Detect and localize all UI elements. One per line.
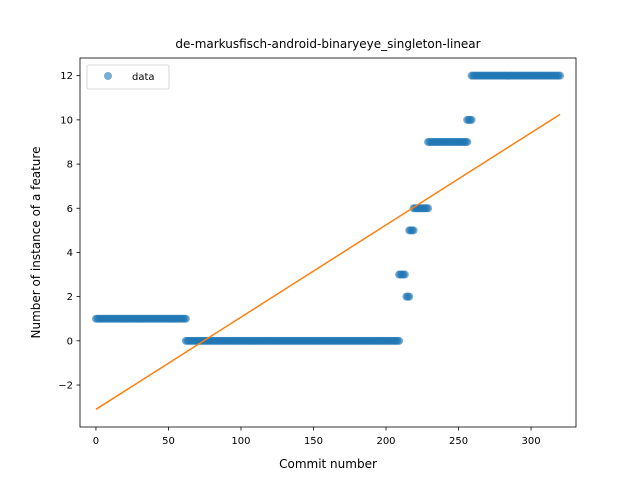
x-tick-label: 300 — [521, 436, 540, 447]
y-tick-label: 6 — [67, 204, 73, 215]
data-point — [400, 270, 409, 279]
legend: data — [86, 64, 170, 90]
y-tick-label: 12 — [60, 71, 73, 82]
x-tick-label: 0 — [93, 436, 99, 447]
data-point — [467, 115, 476, 124]
data-point — [395, 336, 404, 345]
y-tick-label: 2 — [67, 292, 73, 303]
legend-data-label: data — [132, 72, 155, 83]
fit-line — [95, 113, 561, 410]
legend-data-marker — [104, 72, 112, 80]
data-point — [409, 226, 418, 235]
x-axis-label: Commit number — [279, 457, 377, 471]
plot-frame — [79, 57, 577, 428]
y-tick-label: 0 — [67, 336, 73, 347]
plot-area — [80, 58, 576, 427]
y-axis-label: Number of instance of a feature — [29, 147, 43, 339]
data-point — [463, 137, 472, 146]
fit-line-layer — [95, 113, 561, 410]
x-tick-label: 100 — [231, 436, 250, 447]
x-tick-label: 50 — [162, 436, 175, 447]
x-axis: 0 50 100 150 200 250 300 — [93, 427, 541, 447]
x-tick-label: 250 — [449, 436, 468, 447]
data-point — [181, 314, 190, 323]
data-layer — [91, 71, 565, 345]
x-tick-label: 150 — [304, 436, 323, 447]
data-point — [405, 292, 414, 301]
y-tick-label: −2 — [58, 381, 73, 392]
y-axis: −2 0 2 4 6 8 10 12 — [58, 71, 80, 392]
data-point — [556, 71, 565, 80]
y-tick-label: 4 — [67, 248, 73, 259]
y-tick-label: 8 — [67, 160, 73, 171]
chart-title: de-markusfisch-android-binaryeye_singlet… — [175, 37, 480, 51]
y-tick-label: 10 — [60, 115, 73, 126]
data-point — [424, 204, 433, 213]
x-tick-label: 200 — [376, 436, 395, 447]
legend-box — [86, 64, 170, 90]
